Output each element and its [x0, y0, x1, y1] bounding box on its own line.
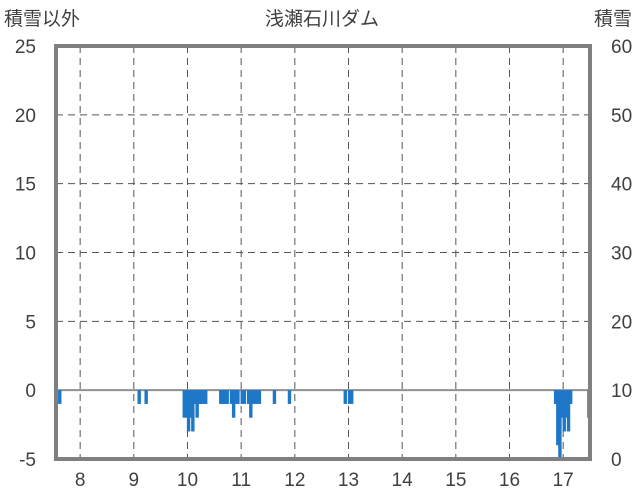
bar	[350, 390, 354, 404]
x-tick-label: 17	[553, 470, 574, 491]
bar	[255, 390, 259, 404]
bar	[562, 390, 566, 432]
y-left-tick-label: 25	[15, 37, 36, 58]
y-left-tick-label: 5	[25, 312, 36, 333]
bar	[189, 390, 193, 418]
x-tick-label: 9	[129, 470, 140, 491]
bar	[225, 390, 229, 404]
y-left-tick-label: -5	[19, 450, 36, 471]
bar	[199, 390, 204, 404]
y-right-tick-label: 40	[611, 175, 632, 196]
bar	[234, 390, 238, 404]
bar	[197, 390, 201, 404]
plot-border	[54, 44, 592, 461]
bar	[242, 390, 247, 404]
bar	[223, 390, 227, 404]
bar	[246, 390, 251, 404]
bar	[184, 390, 189, 418]
x-tick-label: 16	[499, 470, 520, 491]
bar	[221, 390, 225, 404]
bar	[191, 390, 195, 432]
bar	[193, 390, 197, 404]
y-right-tick-label: 20	[611, 312, 632, 333]
bar	[144, 390, 148, 404]
bar	[219, 390, 223, 404]
bar	[568, 390, 573, 404]
bar	[566, 390, 571, 432]
bar	[240, 390, 244, 404]
bar	[236, 390, 240, 404]
y-right-tick-label: 60	[611, 37, 632, 58]
bar	[343, 390, 347, 404]
bar	[201, 390, 206, 404]
y-axis-right-title: 積雪	[594, 8, 632, 30]
y-left-tick-label: 0	[25, 381, 36, 402]
bar	[287, 390, 292, 404]
y-left-tick-label: 20	[15, 106, 36, 127]
bar	[58, 390, 62, 404]
bar	[558, 390, 562, 459]
y-left-tick-label: 10	[15, 244, 36, 265]
plot-frame	[54, 44, 592, 461]
y-left-tick-label: 15	[15, 175, 36, 196]
bar	[137, 390, 141, 404]
bar	[204, 390, 208, 404]
y-right-tick-label: 10	[611, 381, 632, 402]
bar	[272, 390, 277, 404]
x-tick-label: 11	[231, 470, 251, 491]
bar	[186, 390, 191, 432]
y-right-tick-label: 30	[611, 244, 632, 265]
bar	[229, 390, 234, 404]
x-tick-label: 8	[75, 470, 86, 491]
bar	[347, 390, 352, 404]
bar	[195, 390, 199, 418]
x-tick-label: 12	[284, 470, 305, 491]
x-tick-label: 14	[392, 470, 414, 491]
bar	[556, 390, 560, 446]
x-tick-label: 13	[338, 470, 359, 491]
bar	[182, 390, 186, 418]
x-tick-label: 10	[177, 470, 198, 491]
bar	[564, 390, 569, 418]
bar	[553, 390, 558, 404]
x-tick-label: 15	[445, 470, 466, 491]
grid	[56, 46, 590, 459]
y-right-tick-label: 50	[611, 106, 632, 127]
y-axis-left-title: 積雪以外	[4, 8, 80, 30]
bar	[231, 390, 236, 418]
bar	[249, 390, 253, 418]
y-right-tick-label: 0	[611, 450, 622, 471]
bar	[560, 390, 564, 418]
bar	[251, 390, 255, 404]
tick-labels: -5 0 5 10 15 20 25 0 10 20 30 40 50 60 8 9 10 11 12 13 14 15 1…	[15, 37, 632, 491]
chart-title: 浅瀬石川ダム	[265, 8, 379, 30]
bar	[257, 390, 262, 404]
bar	[253, 390, 257, 404]
